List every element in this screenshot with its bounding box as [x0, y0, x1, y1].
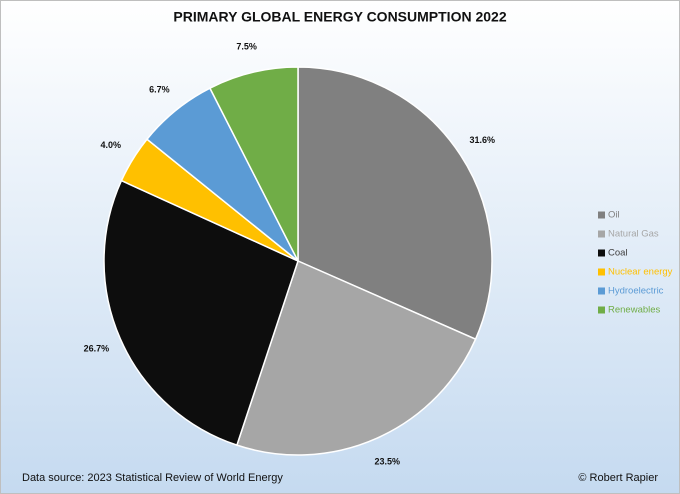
legend-label: Oil [608, 210, 620, 221]
value-label: 23.5% [375, 456, 401, 466]
pie-slice [103, 179, 299, 447]
legend-swatch [598, 230, 605, 238]
legend-swatch [598, 211, 605, 219]
value-label: 6.7% [149, 85, 170, 95]
pie-slice [235, 259, 477, 456]
pie-slice [208, 66, 299, 262]
legend-swatch [598, 268, 605, 276]
pie-slice [297, 66, 493, 341]
legend-label: Natural Gas [608, 229, 659, 240]
value-label: 26.7% [84, 343, 110, 353]
legend-swatch [598, 287, 605, 295]
legend-label: Nuclear energy [608, 267, 673, 278]
legend-swatch [598, 249, 605, 257]
legend-label: Renewables [608, 305, 661, 316]
chart-title: PRIMARY GLOBAL ENERGY CONSUMPTION 2022 [173, 9, 506, 25]
credit: © Robert Rapier [578, 472, 658, 484]
value-label: 31.6% [469, 135, 495, 145]
value-label: 7.5% [236, 41, 257, 51]
legend-swatch [598, 306, 605, 314]
legend-label: Hydroelectric [608, 286, 664, 297]
source-note: Data source: 2023 Statistical Review of … [22, 472, 283, 484]
legend-label: Coal [608, 248, 628, 259]
value-label: 4.0% [101, 140, 122, 150]
